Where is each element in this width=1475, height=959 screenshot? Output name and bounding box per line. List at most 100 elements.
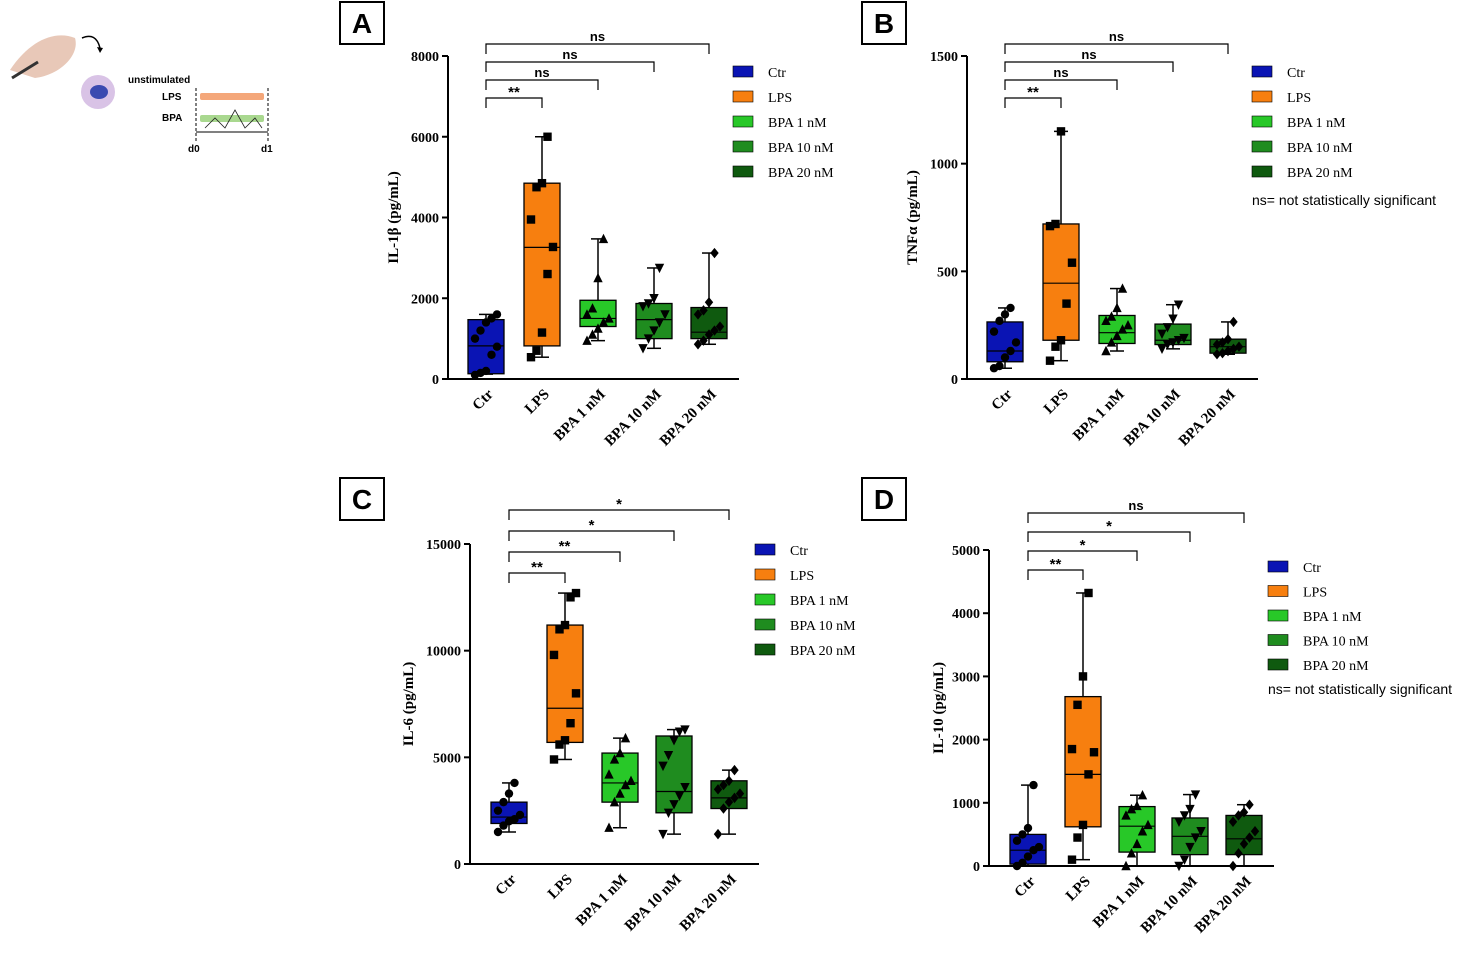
significance-bracket [485, 61, 655, 72]
box-Ctr [467, 310, 505, 380]
x-tick-label: BPA 20 nM [657, 387, 720, 450]
legend-label: BPA 20 nM [768, 166, 834, 181]
data-point [654, 263, 665, 274]
significance-label: ns [590, 29, 605, 44]
data-point [1162, 323, 1173, 333]
data-point [719, 779, 728, 791]
data-point [1179, 855, 1190, 865]
data-point [680, 725, 690, 735]
significance-bracket [508, 530, 675, 541]
legend-swatch [1267, 560, 1289, 573]
box-BPA 10 nM [1171, 790, 1209, 872]
significance-label: ns [1109, 29, 1124, 44]
data-point [548, 242, 558, 252]
y-tick-label: 2000 [411, 292, 439, 307]
legend-swatch [1267, 658, 1289, 671]
data-point [1084, 770, 1093, 779]
data-point [1067, 855, 1077, 864]
data-point [526, 352, 536, 362]
y-tick-label: 0 [951, 373, 958, 388]
legend-label: LPS [1303, 586, 1327, 601]
legend-label: BPA 1 nM [768, 116, 827, 131]
data-point [615, 747, 625, 758]
schematic-bpa-label: BPA [162, 113, 182, 124]
x-tick-label: BPA 10 nM [622, 872, 685, 935]
data-point [1137, 790, 1148, 800]
box-iqr [1064, 695, 1102, 828]
legend-label: BPA 10 nM [790, 619, 856, 634]
data-point [1006, 303, 1015, 313]
data-point [587, 329, 598, 339]
x-tick-label: Ctr [470, 386, 497, 413]
x-tick-label: Ctr [1012, 873, 1039, 900]
significance-bracket [485, 43, 710, 54]
significance-label: * [1080, 537, 1086, 554]
legend-swatch [1267, 609, 1289, 622]
x-tick-label: BPA 1 nM [573, 872, 631, 930]
box-BPA 20 nM [1225, 799, 1263, 872]
y-tick-label: 8000 [411, 50, 439, 65]
legend-swatch [754, 643, 776, 656]
significance-bracket [1004, 79, 1118, 90]
data-point [1137, 826, 1148, 836]
data-point [1245, 799, 1254, 810]
data-point [582, 309, 592, 319]
data-point [571, 588, 581, 598]
data-point [658, 761, 668, 772]
box-BPA 1 nM [601, 732, 639, 832]
arrow-icon [81, 35, 101, 49]
y-tick-label: 500 [937, 265, 958, 280]
data-point [1056, 336, 1066, 345]
legend-swatch [754, 618, 776, 631]
data-point [543, 269, 552, 279]
significance-bracket [1004, 43, 1229, 54]
significance-bracket [1027, 550, 1138, 561]
data-point [1006, 346, 1015, 356]
y-tick-label: 4000 [411, 212, 439, 227]
box-BPA 20 nM [710, 764, 748, 840]
data-point [549, 755, 559, 764]
data-point [604, 769, 614, 779]
legend-swatch [732, 165, 754, 178]
data-point [1067, 744, 1077, 754]
y-axis-label: TNFα (pg/mL) [905, 170, 921, 265]
data-point [582, 335, 592, 345]
cell-nucleus-icon [90, 85, 108, 99]
y-tick-label: 1000 [952, 797, 980, 812]
significance-label: ns [1053, 65, 1068, 80]
box-BPA 20 nM [1209, 316, 1247, 360]
legend-swatch [732, 90, 754, 103]
significance-label: ns [1128, 498, 1143, 513]
data-point [1106, 337, 1117, 347]
legend-swatch [754, 568, 776, 581]
data-point [555, 740, 564, 749]
significance-bracket [1027, 512, 1245, 523]
x-tick-label: BPA 10 nM [602, 387, 665, 450]
x-tick-label: LPS [1041, 387, 1072, 418]
data-point [1234, 810, 1243, 821]
legend-swatch [1267, 585, 1289, 597]
data-point [1084, 588, 1093, 598]
data-point [719, 803, 728, 814]
data-point [693, 309, 703, 320]
data-point [680, 783, 690, 793]
legend-label: BPA 1 nM [1303, 610, 1362, 625]
y-tick-label: 5000 [433, 751, 461, 766]
y-tick-label: 5000 [952, 544, 980, 559]
box-iqr [546, 624, 584, 744]
data-point [638, 344, 648, 354]
data-point [1212, 349, 1222, 360]
data-point [1174, 861, 1184, 872]
box-BPA 1 nM [1118, 790, 1156, 871]
box-iqr [655, 735, 693, 814]
x-tick-label: BPA 20 nM [1176, 387, 1239, 450]
data-point [1185, 842, 1195, 853]
data-point [537, 328, 547, 337]
data-point [1123, 319, 1133, 330]
data-point [499, 797, 508, 807]
legend-note: ns= not statistically significant [1268, 681, 1452, 697]
data-point [481, 366, 491, 376]
box-Ctr [1009, 780, 1047, 871]
x-tick-label: LPS [1063, 874, 1094, 905]
